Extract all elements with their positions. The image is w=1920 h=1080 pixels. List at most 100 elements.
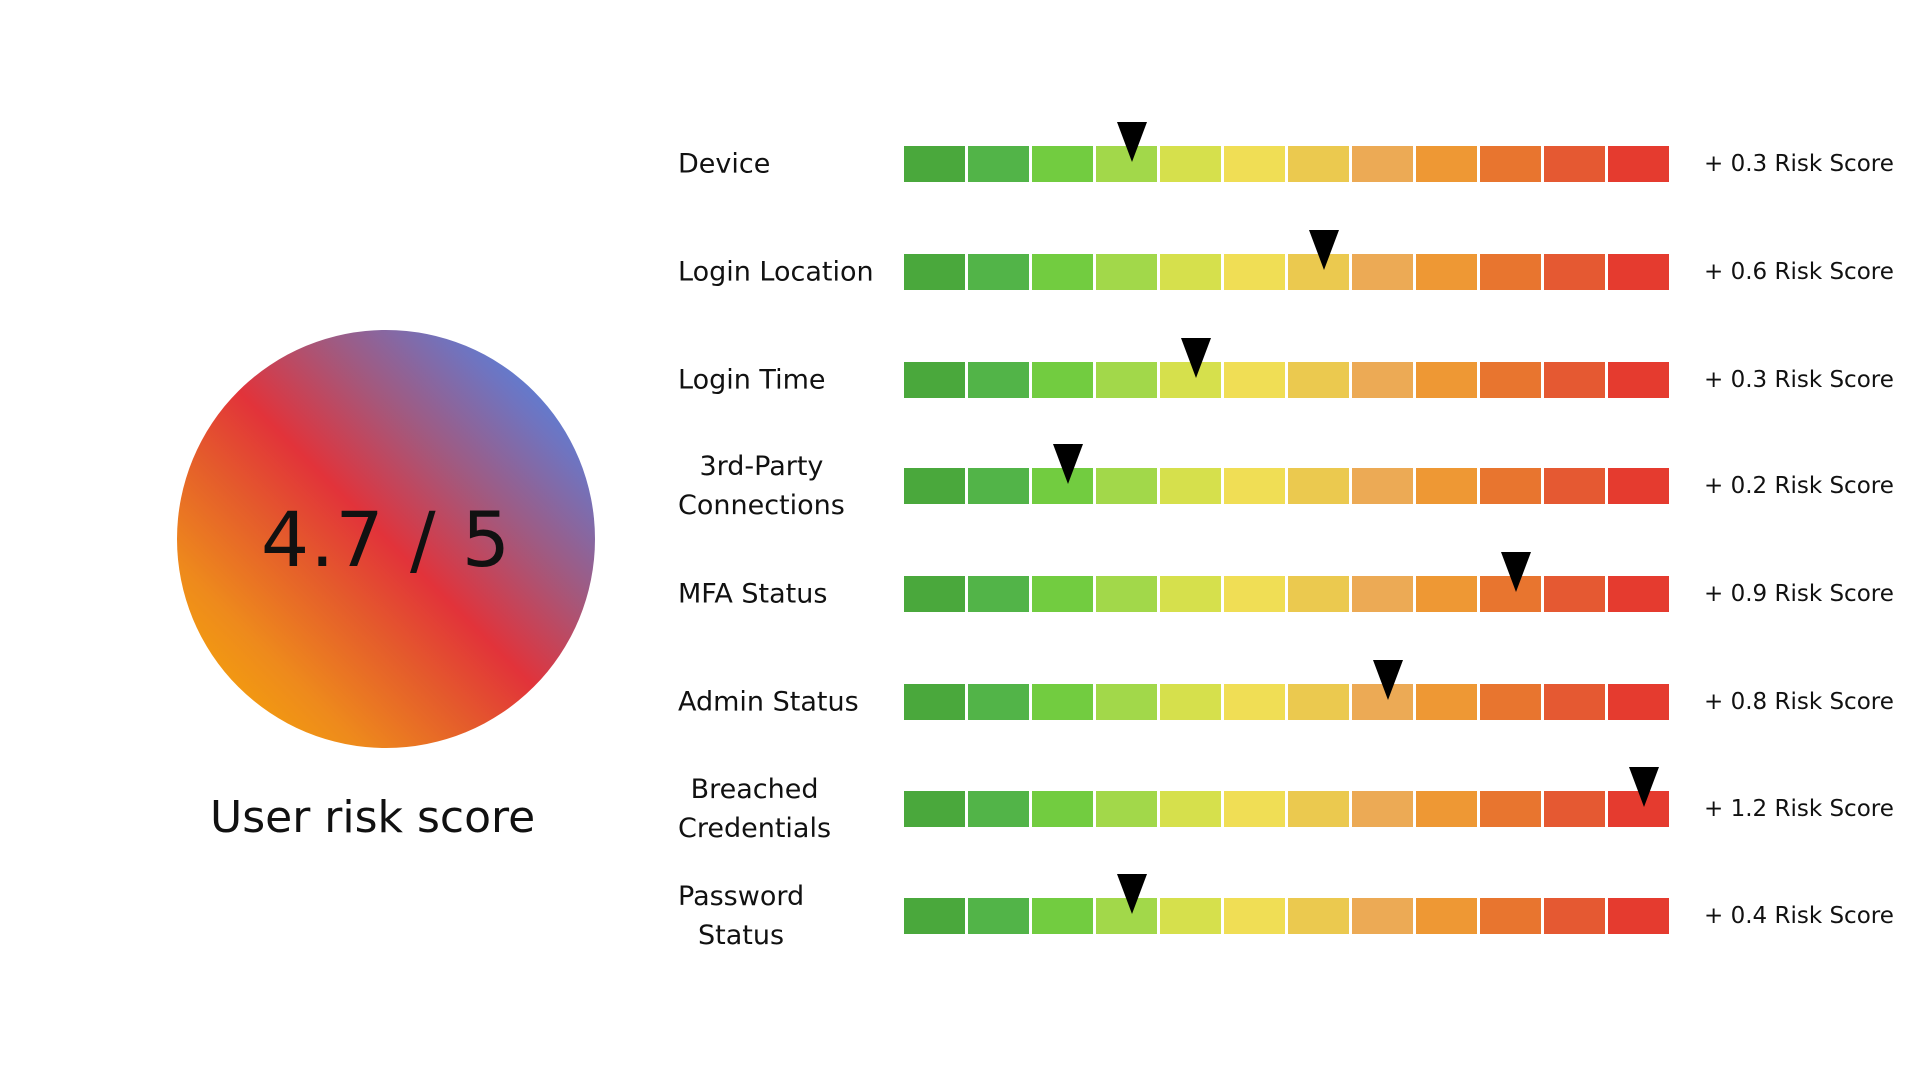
risk-scale-segment [1608, 468, 1669, 504]
risk-score-circle: 4.7 / 5 [177, 330, 595, 748]
risk-scale-segment [968, 146, 1029, 182]
risk-scale-segment [1288, 146, 1349, 182]
risk-scale-segment [904, 146, 965, 182]
risk-scale-segment [1032, 684, 1093, 720]
risk-factor-row: Device + 0.3 Risk Score [0, 122, 1920, 204]
risk-scale-segment [1288, 898, 1349, 934]
risk-scale-segment [1352, 468, 1413, 504]
risk-scale-segment [1096, 362, 1157, 398]
risk-scale-segment [1352, 791, 1413, 827]
risk-scale-segment [1416, 254, 1477, 290]
risk-scale-segment [1544, 576, 1605, 612]
risk-scale-segment [1288, 576, 1349, 612]
risk-scale-segment [1416, 791, 1477, 827]
risk-scale-segment [1480, 146, 1541, 182]
risk-score-value: 4.7 / 5 [260, 494, 512, 584]
risk-factor-label: Device [678, 148, 771, 180]
risk-scale-segment [968, 468, 1029, 504]
risk-scale-segment [1608, 576, 1669, 612]
risk-scale-segment [1096, 576, 1157, 612]
risk-scale-segment [1416, 146, 1477, 182]
risk-factor-label: 3rd-Party Connections [678, 451, 845, 521]
risk-scale-segment [1032, 254, 1093, 290]
risk-scale-segment [1160, 898, 1221, 934]
risk-scale-segment [904, 898, 965, 934]
risk-scale-segment [1224, 362, 1285, 398]
risk-scale-segment [1096, 254, 1157, 290]
risk-factor-row: Login Location + 0.6 Risk Score [0, 230, 1920, 312]
risk-scale-segment [1288, 684, 1349, 720]
risk-scale-segment [968, 576, 1029, 612]
risk-score-title: User risk score [210, 792, 536, 843]
risk-scale-segment [904, 254, 965, 290]
risk-score-increment: + 0.4 Risk Score [1704, 903, 1894, 929]
risk-factor-row: MFA Status + 0.9 Risk Score [0, 552, 1920, 634]
risk-scale-segment [1544, 684, 1605, 720]
risk-scale-bar [904, 146, 1669, 182]
risk-scale-segment [1608, 684, 1669, 720]
risk-scale-segment [1224, 576, 1285, 612]
risk-scale-bar [904, 468, 1669, 504]
risk-scale-bar [904, 898, 1669, 934]
risk-scale-segment [1480, 898, 1541, 934]
risk-factor-label: MFA Status [678, 578, 828, 610]
risk-scale-segment [1544, 468, 1605, 504]
risk-scale-segment [1352, 254, 1413, 290]
risk-scale-segment [1224, 468, 1285, 504]
risk-factor-label: Admin Status [678, 686, 859, 718]
risk-scale-segment [1032, 362, 1093, 398]
risk-factor-label: Login Time [678, 364, 826, 396]
risk-scale-segment [1224, 684, 1285, 720]
risk-scale-segment [1224, 254, 1285, 290]
risk-scale-segment [968, 254, 1029, 290]
risk-scale-segment [1416, 576, 1477, 612]
risk-scale-segment [1416, 468, 1477, 504]
risk-level-marker-icon [1629, 767, 1659, 807]
risk-scale-segment [1608, 898, 1669, 934]
risk-scale-segment [904, 362, 965, 398]
risk-score-increment: + 1.2 Risk Score [1704, 796, 1894, 822]
risk-scale-segment [1544, 362, 1605, 398]
risk-scale-segment [1352, 362, 1413, 398]
risk-scale-segment [1544, 898, 1605, 934]
risk-factor-label: Password Status [678, 881, 805, 951]
risk-factor-row: Admin Status + 0.8 Risk Score [0, 660, 1920, 742]
risk-scale-segment [1032, 791, 1093, 827]
risk-scale-segment [904, 468, 965, 504]
risk-score-increment: + 0.9 Risk Score [1704, 581, 1894, 607]
risk-scale-segment [1608, 362, 1669, 398]
risk-level-marker-icon [1117, 874, 1147, 914]
risk-scale-segment [1224, 791, 1285, 827]
risk-score-increment: + 0.2 Risk Score [1704, 473, 1894, 499]
risk-scale-segment [1032, 146, 1093, 182]
risk-scale-segment [1160, 684, 1221, 720]
risk-scale-segment [1480, 362, 1541, 398]
risk-scale-segment [1160, 468, 1221, 504]
risk-scale-segment [904, 791, 965, 827]
risk-level-marker-icon [1373, 660, 1403, 700]
risk-level-marker-icon [1501, 552, 1531, 592]
risk-scale-segment [1096, 791, 1157, 827]
risk-factor-label: Breached Credentials [678, 774, 832, 844]
risk-scale-segment [1096, 684, 1157, 720]
risk-scale-segment [1416, 362, 1477, 398]
risk-score-increment: + 0.3 Risk Score [1704, 151, 1894, 177]
risk-scale-bar [904, 254, 1669, 290]
risk-level-marker-icon [1181, 338, 1211, 378]
risk-scale-segment [1352, 576, 1413, 612]
risk-scale-segment [1160, 146, 1221, 182]
risk-level-marker-icon [1309, 230, 1339, 270]
risk-scale-segment [1224, 146, 1285, 182]
risk-scale-segment [1416, 898, 1477, 934]
risk-scale-segment [1032, 576, 1093, 612]
risk-scale-segment [1160, 254, 1221, 290]
risk-factor-label: Login Location [678, 256, 874, 288]
risk-scale-segment [1032, 898, 1093, 934]
risk-scale-segment [968, 791, 1029, 827]
risk-scale-segment [1480, 254, 1541, 290]
risk-scale-segment [1480, 684, 1541, 720]
risk-scale-segment [1288, 791, 1349, 827]
risk-scale-segment [1352, 146, 1413, 182]
risk-scale-segment [1288, 362, 1349, 398]
risk-level-marker-icon [1117, 122, 1147, 162]
